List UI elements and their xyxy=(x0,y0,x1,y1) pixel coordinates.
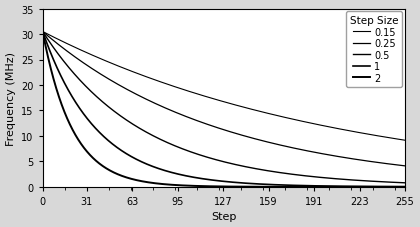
0.15 xyxy=(402,139,407,142)
Line: 2: 2 xyxy=(43,32,405,187)
Line: 1: 1 xyxy=(43,32,405,187)
X-axis label: Step: Step xyxy=(211,212,236,222)
2 xyxy=(59,102,64,105)
2 xyxy=(40,31,45,34)
0.5 xyxy=(59,57,64,60)
1 xyxy=(59,76,64,78)
2 xyxy=(216,185,221,188)
2 xyxy=(326,186,331,188)
2 xyxy=(402,186,407,188)
0.25 xyxy=(392,163,397,166)
0.25 xyxy=(216,127,221,130)
0.15 xyxy=(326,126,331,128)
0.15 xyxy=(207,97,212,99)
0.25 xyxy=(207,124,212,127)
1 xyxy=(402,185,407,188)
Line: 0.25: 0.25 xyxy=(43,32,405,166)
0.25 xyxy=(392,163,397,166)
Legend: 0.15, 0.25, 0.5, 1, 2: 0.15, 0.25, 0.5, 1, 2 xyxy=(346,12,402,87)
0.5 xyxy=(207,157,212,159)
1 xyxy=(216,180,221,182)
0.15 xyxy=(59,40,64,43)
1 xyxy=(326,185,331,188)
0.5 xyxy=(40,31,45,34)
Y-axis label: Frequency (MHz): Frequency (MHz) xyxy=(5,52,16,145)
0.15 xyxy=(392,138,397,140)
0.25 xyxy=(326,154,331,156)
0.25 xyxy=(59,46,64,49)
2 xyxy=(392,186,397,188)
1 xyxy=(392,185,397,188)
0.15 xyxy=(40,31,45,34)
0.5 xyxy=(402,182,407,184)
2 xyxy=(207,185,212,188)
0.5 xyxy=(392,181,397,184)
0.25 xyxy=(40,31,45,34)
1 xyxy=(207,178,212,181)
1 xyxy=(40,31,45,34)
0.5 xyxy=(216,159,221,162)
Line: 0.15: 0.15 xyxy=(43,32,405,141)
2 xyxy=(392,186,397,188)
0.5 xyxy=(392,181,397,184)
0.5 xyxy=(326,177,331,180)
0.15 xyxy=(392,138,397,140)
0.25 xyxy=(402,165,407,168)
Line: 0.5: 0.5 xyxy=(43,32,405,183)
1 xyxy=(392,185,397,188)
0.15 xyxy=(216,99,221,102)
